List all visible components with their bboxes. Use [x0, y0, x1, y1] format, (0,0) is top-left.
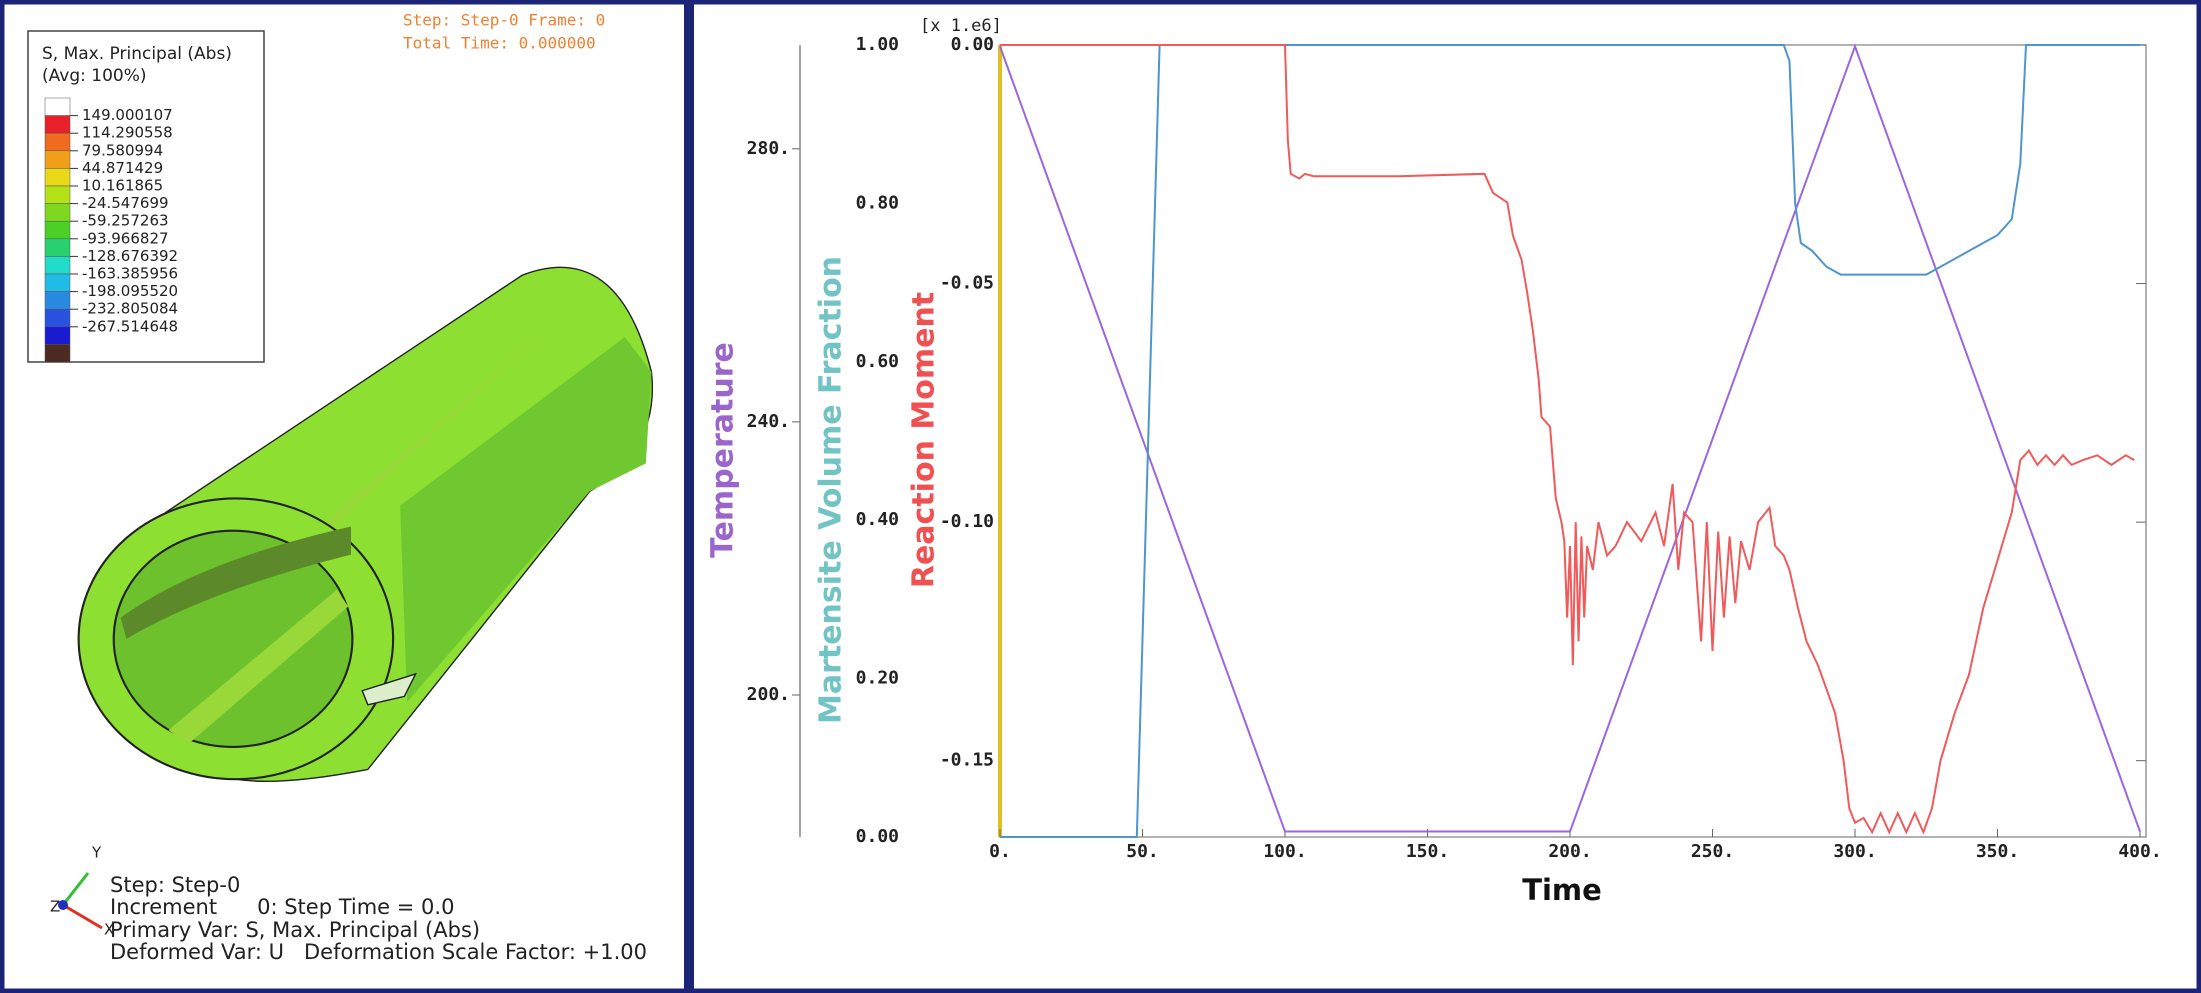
legend-swatch	[45, 168, 70, 186]
y-tick-label: 0.00	[951, 34, 994, 55]
y-tick-label: -0.10	[940, 511, 994, 532]
legend-swatch	[45, 98, 70, 116]
y2-tick-label: 0.60	[856, 351, 899, 372]
x-tick-label: 50.	[1126, 841, 1159, 862]
legend-value: 10.161865	[82, 177, 163, 195]
x-tick-label: 350.	[1976, 841, 2019, 862]
legend-title: S, Max. Principal (Abs)	[42, 44, 232, 64]
legend-value: -232.805084	[82, 300, 178, 318]
x-tick-label: 250.	[1691, 841, 1734, 862]
legend-value: 44.871429	[82, 159, 163, 177]
x-tick-label: 0.	[989, 841, 1011, 862]
info-deformed: Deformed Var: U Deformation Scale Factor…	[110, 940, 647, 964]
legend-swatch	[45, 327, 70, 345]
legend-value: -59.257263	[82, 212, 169, 230]
info-increment: Increment 0: Step Time = 0.0	[110, 895, 454, 919]
x-tick-label: 400.	[2118, 841, 2161, 862]
legend-swatch	[45, 133, 70, 151]
legend-value: -93.966827	[82, 229, 169, 247]
legend-value: -163.385956	[82, 265, 178, 283]
y3-tick-label: 280.	[747, 138, 790, 159]
triad-y: Y	[91, 844, 102, 862]
legend-swatch	[45, 239, 70, 257]
y-tick-label: -0.15	[940, 750, 994, 771]
legend-swatch	[45, 344, 70, 362]
legend-swatch	[45, 256, 70, 274]
legend-swatch	[45, 116, 70, 134]
legend-swatch	[45, 292, 70, 310]
legend-scale: 149.000107114.29055879.58099444.87142910…	[45, 98, 178, 362]
legend-value: -128.676392	[82, 247, 178, 265]
y3-tick-label: 200.	[747, 684, 790, 705]
y-axis-title: Reaction Moment	[907, 292, 942, 588]
info-primary: Primary Var: S, Max. Principal (Abs)	[110, 918, 480, 942]
triad-z: Z	[50, 898, 60, 916]
time-header: Total Time: 0.000000	[403, 34, 596, 53]
y3-tick-label: 240.	[747, 411, 790, 432]
x-tick-label: 200.	[1548, 841, 1591, 862]
y3-axis-title: Temperature	[706, 342, 741, 558]
x-tick-label: 150.	[1406, 841, 1449, 862]
legend-swatch	[45, 204, 70, 222]
info-step: Step: Step-0	[110, 873, 240, 897]
panel-separator	[684, 0, 694, 993]
legend-value: 79.580994	[82, 141, 163, 159]
y-multiplier: [x 1.e6]	[920, 16, 1002, 36]
legend-value: -267.514648	[82, 317, 178, 335]
y2-tick-label: 0.00	[856, 826, 899, 847]
legend-swatch	[45, 221, 70, 239]
y2-tick-label: 1.00	[856, 34, 899, 55]
screenshot: S, Max. Principal (Abs) (Avg: 100%) 149.…	[0, 0, 2201, 993]
legend-value: -24.547699	[82, 194, 169, 212]
legend-subtitle: (Avg: 100%)	[42, 66, 146, 86]
legend-value: -198.095520	[82, 282, 178, 300]
legend-value: 149.000107	[82, 106, 173, 124]
x-tick-label: 300.	[1833, 841, 1876, 862]
y2-tick-label: 0.80	[856, 192, 899, 213]
legend-swatch	[45, 309, 70, 327]
legend-swatch	[45, 274, 70, 292]
x-tick-label: 100.	[1263, 841, 1306, 862]
legend-value: 114.290558	[82, 124, 173, 142]
x-axis-title: Time	[1522, 873, 1602, 907]
legend-swatch	[45, 151, 70, 169]
y2-axis-title: Martensite Volume Fraction	[814, 256, 849, 724]
legend-swatch	[45, 186, 70, 204]
y2-tick-label: 0.20	[856, 668, 899, 689]
y2-tick-label: 0.40	[856, 509, 899, 530]
y-tick-label: -0.05	[940, 273, 994, 294]
step-header: Step: Step-0 Frame: 0	[403, 11, 605, 30]
